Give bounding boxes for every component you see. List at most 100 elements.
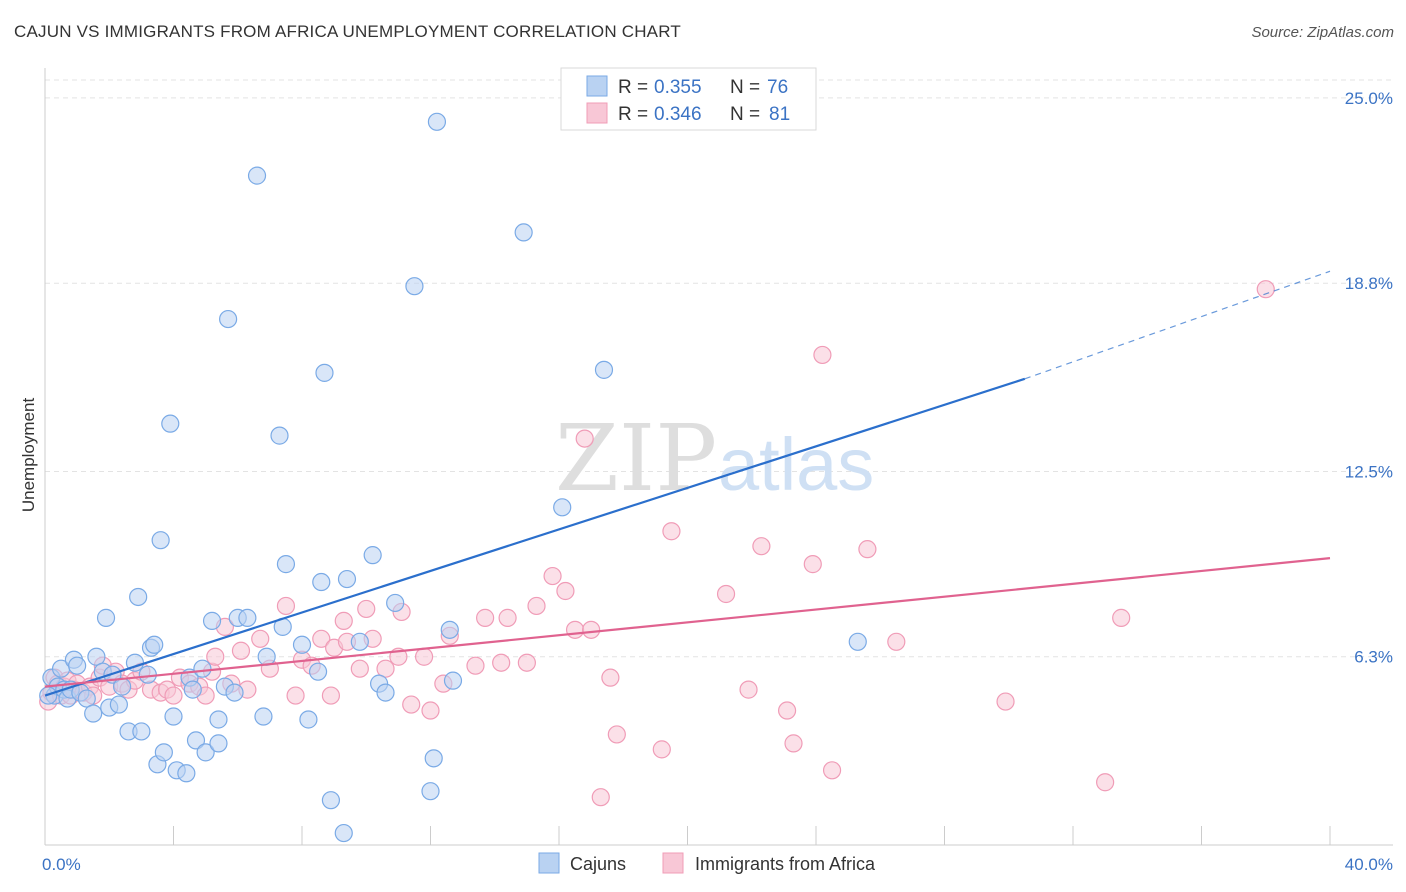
immigrants-point-63 [543, 566, 562, 586]
series-immigrants-points [39, 280, 1275, 807]
immigrants-point-37 [276, 596, 296, 616]
immigrants-point-35 [251, 629, 270, 648]
grid-lines [45, 79, 1393, 658]
immigrants-point-78 [803, 555, 822, 574]
bottom-legend: Cajuns Immigrants from Africa [538, 852, 876, 874]
immigrants-point-72 [662, 522, 681, 541]
cajuns-trend-extension [1024, 270, 1331, 380]
series-cajuns-points [39, 112, 867, 843]
y-tick-label-2: 18.8% [1345, 274, 1393, 293]
cajuns-point-17 [109, 695, 128, 714]
immigrants-point-83 [996, 692, 1015, 711]
legend-r-label-immigrants: R = [618, 104, 648, 125]
cajuns-point-38 [202, 611, 222, 630]
legend-swatch-cajuns [586, 75, 608, 97]
watermark-zip: ZIP [555, 405, 717, 512]
y-tick-label-0: 6.3% [1354, 648, 1393, 667]
immigrants-point-67 [582, 620, 601, 639]
immigrants-point-62 [527, 596, 546, 616]
immigrants-point-81 [858, 540, 877, 559]
legend: R = 0.355 N = 76 R = 0.346 N = 81 [560, 67, 817, 131]
chart-title: CAJUN VS IMMIGRANTS FROM AFRICA UNEMPLOY… [14, 22, 681, 41]
cajuns-point-32 [177, 764, 196, 783]
immigrants-point-86 [1256, 280, 1275, 299]
cajuns-point-45 [238, 608, 257, 627]
y-axis-label: Unemployment [19, 398, 38, 513]
immigrants-point-33 [231, 641, 251, 660]
immigrants-point-64 [556, 581, 575, 601]
legend-n-label-cajuns: N = [730, 77, 760, 98]
cajuns-point-66 [421, 782, 440, 801]
immigrants-point-79 [813, 345, 832, 365]
cajuns-point-58 [334, 823, 353, 843]
cajuns-point-70 [443, 671, 463, 690]
cajuns-point-48 [257, 647, 276, 666]
legend-r-label-cajuns: R = [618, 77, 648, 98]
cajuns-point-60 [350, 632, 369, 651]
cajuns-point-47 [254, 707, 273, 726]
immigrants-point-61 [517, 653, 536, 672]
cajuns-point-18 [112, 677, 132, 696]
immigrants-trend-line [44, 557, 1331, 688]
cajuns-point-69 [440, 620, 459, 639]
legend-n-value-immigrants: 81 [769, 104, 790, 125]
cajuns-point-53 [299, 710, 318, 729]
cajuns-point-29 [161, 414, 180, 433]
x-tick-label-1: 40.0% [1345, 855, 1393, 874]
x-tick-labels: 0.0% 40.0% [42, 855, 1393, 874]
cajuns-point-57 [321, 791, 341, 810]
x-tick-label-0: 0.0% [42, 855, 81, 874]
immigrants-point-58 [476, 608, 495, 627]
immigrants-point-24 [164, 686, 183, 705]
immigrants-point-69 [601, 668, 620, 687]
cajuns-point-72 [553, 498, 572, 517]
cajuns-point-63 [376, 683, 395, 702]
immigrants-point-68 [591, 788, 610, 807]
immigrants-point-47 [357, 599, 376, 619]
immigrants-point-85 [1112, 608, 1131, 627]
immigrants-point-30 [206, 647, 225, 666]
cajuns-point-52 [292, 635, 312, 654]
cajuns-point-67 [424, 749, 443, 768]
cajuns-point-36 [193, 659, 212, 678]
immigrants-point-53 [414, 647, 434, 666]
cajuns-point-64 [386, 593, 405, 613]
cajuns-point-42 [219, 309, 238, 329]
legend-r-value-immigrants: 0.346 [654, 104, 702, 125]
cajuns-point-43 [225, 683, 244, 702]
cajuns-point-40 [209, 734, 228, 753]
cajuns-point-11 [84, 704, 103, 723]
cajuns-point-51 [276, 555, 296, 574]
immigrants-point-70 [607, 725, 626, 744]
immigrants-point-41 [312, 629, 331, 648]
trend-lines [44, 270, 1331, 697]
immigrants-point-65 [565, 620, 585, 639]
cajuns-point-74 [848, 632, 867, 651]
cajuns-point-30 [164, 707, 183, 726]
y-tick-labels: 6.3% 12.5% 18.8% 25.0% [1345, 89, 1393, 667]
cajuns-point-68 [427, 112, 447, 131]
immigrants-point-44 [334, 611, 353, 630]
cajuns-point-61 [363, 546, 382, 565]
cajuns-trend-line [44, 377, 1026, 697]
immigrants-point-38 [286, 686, 305, 705]
cajuns-point-8 [68, 656, 87, 675]
immigrants-point-54 [421, 701, 440, 720]
cajuns-point-28 [154, 743, 173, 762]
immigrants-point-73 [716, 584, 736, 604]
legend-n-label-immigrants: N = [730, 104, 760, 125]
immigrants-point-82 [887, 632, 906, 651]
cajuns-point-22 [132, 722, 151, 741]
y-tick-label-1: 12.5% [1345, 462, 1393, 481]
legend-swatch-immigrants [586, 102, 608, 124]
cajuns-point-71 [514, 223, 533, 242]
axes [44, 68, 1393, 846]
cajuns-point-37 [196, 743, 215, 762]
immigrants-point-77 [784, 734, 803, 753]
bottom-legend-swatch-immigrants [662, 852, 684, 874]
cajuns-point-55 [312, 572, 331, 592]
immigrants-point-80 [822, 761, 842, 780]
immigrants-point-59 [492, 653, 511, 672]
cajuns-point-21 [129, 587, 148, 607]
